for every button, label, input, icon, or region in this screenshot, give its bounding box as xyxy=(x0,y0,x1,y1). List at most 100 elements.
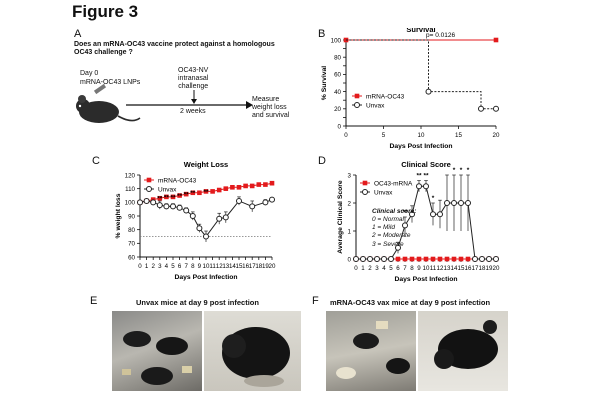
y-tick-label: 80 xyxy=(334,55,341,62)
x-axis-label: Days Post Infection xyxy=(389,143,452,150)
outcome-line-1: Measure xyxy=(252,96,280,103)
data-point-unvax xyxy=(425,88,432,95)
legend-marker xyxy=(146,186,152,192)
x-tick-label: 12 xyxy=(437,265,444,272)
x-tick-label: 20 xyxy=(493,132,500,139)
data-point-unvax xyxy=(478,105,484,112)
data-point-unvax xyxy=(409,211,415,218)
data-point-mrna-oc43 xyxy=(493,37,499,43)
significance-mark: * xyxy=(460,167,463,174)
outcome-line-2: weight loss xyxy=(252,104,287,112)
data-point-oc43-mrna xyxy=(423,256,429,262)
x-tick-label: 15 xyxy=(236,263,243,270)
data-point-unvax xyxy=(465,200,471,206)
challenge-line-1: OC43-NV xyxy=(178,67,209,74)
day0-label: Day 0 xyxy=(80,70,99,77)
data-point-unvax xyxy=(216,215,223,222)
x-tick-label: 1 xyxy=(361,265,365,272)
vax-closeup-photo xyxy=(418,311,508,391)
x-axis-label: Days Post Infection xyxy=(174,274,237,281)
data-point-unvax xyxy=(150,199,157,206)
x-tick-label: 16 xyxy=(242,263,249,270)
x-tick-label: 12 xyxy=(216,263,223,270)
panel-c-label: C xyxy=(92,155,100,167)
x-tick-label: 6 xyxy=(178,263,182,270)
legend-marker xyxy=(354,93,360,99)
panel-a-question: Does an mRNA-OC43 vaccine protect agains… xyxy=(74,41,275,57)
data-point-mrna-oc43 xyxy=(256,182,262,187)
x-tick-label: 9 xyxy=(417,265,421,272)
y-tick-label: 3 xyxy=(348,172,352,179)
legend-marker xyxy=(362,180,368,186)
chart-title: Survival xyxy=(406,28,435,34)
legend-label: Unvax xyxy=(374,189,393,196)
panel-f-label: F xyxy=(312,295,319,307)
data-point-oc43-mrna xyxy=(395,256,401,262)
score-key-1: 1 = Mild xyxy=(372,224,395,232)
legend-marker xyxy=(354,102,360,108)
mouse-icon xyxy=(76,95,141,123)
x-tick-label: 3 xyxy=(158,263,162,270)
p-value-annotation: p= 0.0126 xyxy=(426,32,455,39)
legend-marker xyxy=(146,177,152,183)
y-tick-label: 90 xyxy=(128,213,135,220)
y-tick-label: 20 xyxy=(334,106,341,113)
x-tick-label: 11 xyxy=(209,263,216,270)
data-point-unvax xyxy=(437,211,443,218)
data-point-unvax xyxy=(444,200,450,206)
data-point-unvax xyxy=(416,183,422,190)
y-tick-label: 110 xyxy=(125,186,135,193)
data-point-unvax xyxy=(143,197,150,204)
unvax-cage-photo xyxy=(112,311,202,391)
significance-mark: * xyxy=(453,167,456,174)
x-tick-label: 19 xyxy=(486,265,493,272)
x-tick-label: 2 xyxy=(151,263,155,270)
data-point-mrna-oc43 xyxy=(249,183,255,189)
data-point-unvax xyxy=(402,222,408,229)
data-point-unvax xyxy=(493,256,499,262)
data-point-unvax xyxy=(203,233,209,240)
y-tick-label: 70 xyxy=(128,241,135,248)
data-point-oc43-mrna xyxy=(409,256,415,262)
data-point-unvax xyxy=(176,204,183,211)
significance-mark: ** xyxy=(184,192,190,199)
data-point-unvax xyxy=(249,203,256,210)
data-point-mrna-oc43 xyxy=(243,183,248,189)
x-tick-label: 18 xyxy=(255,263,262,270)
data-point-mrna-oc43 xyxy=(190,190,196,196)
data-point-unvax xyxy=(367,256,373,262)
data-point-unvax xyxy=(395,244,401,251)
x-tick-label: 8 xyxy=(191,263,195,270)
x-tick-label: 13 xyxy=(444,265,451,272)
y-tick-label: 0 xyxy=(348,256,352,263)
y-tick-label: 2 xyxy=(348,200,352,207)
challenge-label: OC43-NV intranasal challenge xyxy=(178,67,208,91)
data-point-unvax xyxy=(451,200,457,206)
data-point-oc43-mrna xyxy=(444,256,450,262)
y-axis-label: Average Clinical Score xyxy=(337,180,344,254)
significance-mark: * xyxy=(432,195,435,202)
x-tick-label: 13 xyxy=(222,263,229,270)
y-axis-label: % weight loss xyxy=(115,193,122,238)
significance-mark: ** xyxy=(402,209,408,216)
data-point-unvax xyxy=(222,214,229,221)
data-point-mrna-oc43 xyxy=(216,187,222,193)
score-key-title: Clinical score: xyxy=(372,208,417,215)
data-point-oc43-mrna xyxy=(437,256,443,262)
panel-b-label: B xyxy=(318,28,326,40)
data-point-mrna-oc43 xyxy=(170,194,176,200)
y-tick-label: 100 xyxy=(125,200,136,207)
x-tick-label: 7 xyxy=(184,263,188,270)
score-key-3: 3 = Severe xyxy=(372,240,404,248)
outcome-label: Measure weight loss and survival xyxy=(252,96,289,120)
x-tick-label: 6 xyxy=(396,265,400,272)
y-axis-label: % Survival xyxy=(321,66,328,100)
x-tick-label: 20 xyxy=(493,265,500,272)
y-tick-label: 60 xyxy=(128,254,135,261)
data-point-mrna-oc43 xyxy=(210,189,215,194)
y-tick-label: 1 xyxy=(348,228,352,235)
unvax-closeup-photo xyxy=(204,311,301,391)
x-tick-label: 16 xyxy=(465,265,472,272)
